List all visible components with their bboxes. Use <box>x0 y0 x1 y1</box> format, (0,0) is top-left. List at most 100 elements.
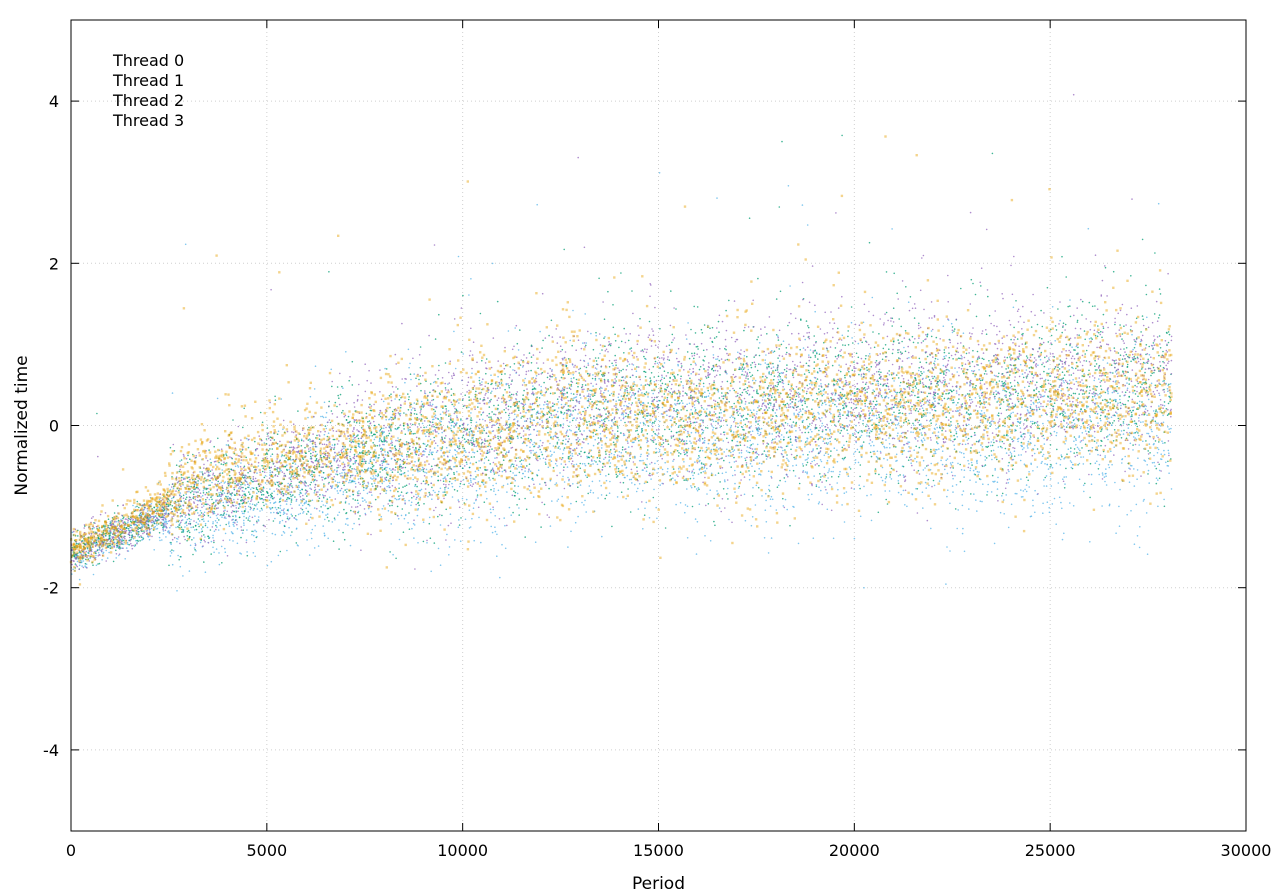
point <box>791 444 794 446</box>
point <box>208 484 210 487</box>
point <box>876 457 879 459</box>
point <box>1049 432 1052 435</box>
point <box>698 469 701 471</box>
point <box>802 426 805 428</box>
point <box>897 377 900 379</box>
point <box>342 450 345 453</box>
point <box>386 463 389 465</box>
point <box>559 472 561 474</box>
point <box>827 438 829 440</box>
point <box>422 470 425 473</box>
point <box>464 394 467 397</box>
point <box>881 396 884 399</box>
point <box>692 474 694 477</box>
point <box>286 498 288 501</box>
point <box>751 416 754 418</box>
point <box>141 523 143 525</box>
point <box>382 460 385 463</box>
point <box>1123 418 1125 421</box>
point <box>737 414 740 417</box>
point <box>730 415 733 417</box>
point <box>1050 485 1053 487</box>
point <box>684 511 686 514</box>
point <box>432 430 435 432</box>
point <box>433 436 436 439</box>
point <box>829 440 832 443</box>
point <box>571 452 573 455</box>
point <box>323 532 326 535</box>
point <box>208 498 211 501</box>
point <box>738 452 741 454</box>
point <box>234 494 236 497</box>
point <box>1165 408 1168 410</box>
point <box>514 479 516 482</box>
point <box>600 484 602 487</box>
point <box>130 524 132 527</box>
point <box>1014 492 1017 495</box>
point <box>310 532 313 534</box>
point <box>352 438 355 441</box>
point <box>407 409 410 411</box>
point <box>784 449 786 451</box>
point <box>556 441 559 444</box>
point <box>185 498 187 501</box>
point <box>285 503 288 505</box>
point <box>610 452 613 455</box>
point <box>1147 432 1150 435</box>
point <box>784 422 787 424</box>
point <box>740 452 743 454</box>
point <box>1009 436 1012 439</box>
point <box>387 452 390 455</box>
point <box>775 509 778 511</box>
point <box>1015 366 1018 369</box>
point <box>1033 403 1035 405</box>
point <box>533 445 535 448</box>
point <box>526 456 529 459</box>
point <box>1131 465 1133 467</box>
point <box>398 394 401 397</box>
point <box>651 434 653 437</box>
point <box>757 432 759 435</box>
point <box>726 448 728 451</box>
point <box>223 492 226 494</box>
point <box>996 414 999 417</box>
point <box>309 474 312 477</box>
point <box>281 534 283 536</box>
point <box>851 337 853 339</box>
point <box>1007 435 1009 437</box>
point <box>858 484 860 487</box>
point <box>95 554 97 557</box>
point <box>126 541 129 544</box>
point <box>1031 423 1034 425</box>
point <box>497 437 500 440</box>
point <box>737 487 740 489</box>
point <box>295 484 298 487</box>
point <box>943 413 945 415</box>
point <box>751 430 754 433</box>
point <box>461 497 464 500</box>
point <box>416 514 419 517</box>
point <box>639 422 642 424</box>
point <box>1169 383 1172 385</box>
point <box>251 530 253 533</box>
point <box>646 441 648 444</box>
point <box>566 466 569 468</box>
point <box>219 501 221 504</box>
point <box>804 446 806 448</box>
point <box>1091 338 1093 341</box>
point <box>776 369 779 371</box>
point <box>752 402 755 405</box>
point <box>262 530 265 532</box>
point <box>79 559 82 562</box>
point <box>870 494 872 496</box>
point <box>198 520 201 522</box>
point <box>170 552 173 554</box>
point <box>934 452 937 455</box>
point <box>1043 479 1045 481</box>
point <box>903 346 905 349</box>
point <box>321 415 324 418</box>
point <box>638 483 641 485</box>
point <box>1157 202 1160 205</box>
point <box>932 417 934 420</box>
point <box>294 496 296 498</box>
